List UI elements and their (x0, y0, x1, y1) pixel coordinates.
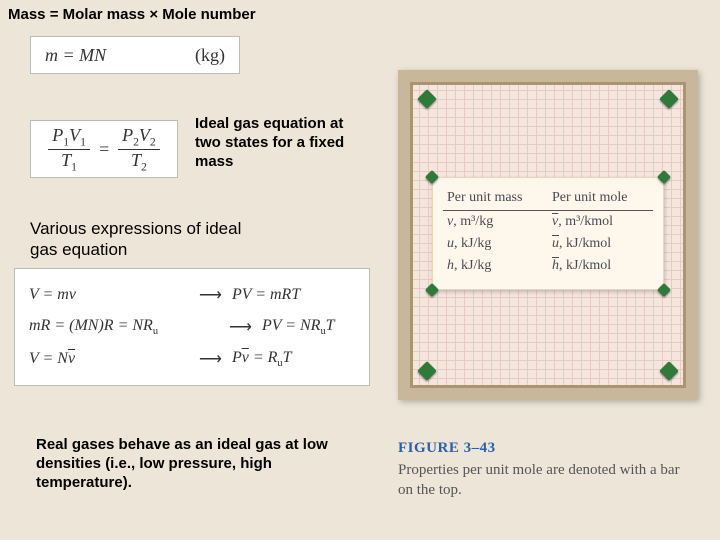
figure-note: Per unit mass Per unit mole v, m³/kg v, … (432, 177, 664, 290)
figure-caption: Properties per unit mole are denoted wit… (398, 461, 698, 500)
note-header-mole: Per unit mole (548, 188, 653, 211)
equation-mass-formula: m = MN (45, 45, 106, 66)
note-cell: u, kJ/kmol (548, 233, 653, 255)
pin-icon (659, 89, 679, 109)
annotation-two-states: Ideal gas equation at two states for a f… (195, 115, 345, 171)
pin-icon (657, 170, 671, 184)
pin-icon (417, 89, 437, 109)
pin-icon (425, 283, 439, 297)
note-cell: v, m³/kg (443, 211, 548, 234)
note-header-mass: Per unit mass (443, 188, 548, 211)
page-title: Mass = Molar mass × Mole number (8, 6, 256, 23)
equation-various-box: V = mv ⟶ PV = mRT mR = (MN)R = NRu ⟶ PV … (14, 268, 370, 386)
note-table: Per unit mass Per unit mole v, m³/kg v, … (443, 188, 653, 277)
equation-mass-unit: (kg) (195, 45, 225, 66)
note-cell: v, m³/kmol (548, 211, 653, 234)
equation-two-states: P1V1 T1 = P2V2 T2 (30, 120, 178, 178)
heading-various: Various expressions of ideal gas equatio… (30, 218, 250, 261)
figure-label-block: FIGURE 3–43 Properties per unit mole are… (398, 440, 698, 500)
note-cell: u, kJ/kg (443, 233, 548, 255)
note-cell: h, kJ/kg (443, 255, 548, 277)
figure-panel: Per unit mass Per unit mole v, m³/kg v, … (398, 70, 698, 400)
eq-row-3: V = Nv ⟶ Pv = RuT (29, 343, 355, 375)
footnote-real-gases: Real gases behave as an ideal gas at low… (36, 436, 356, 492)
eq-row-2: mR = (MN)R = NRu ⟶ PV = NRuT (29, 311, 355, 343)
pin-icon (425, 170, 439, 184)
figure-number: FIGURE 3–43 (398, 440, 698, 457)
pin-icon (417, 361, 437, 381)
pin-icon (657, 283, 671, 297)
pin-icon (659, 361, 679, 381)
equation-mass: m = MN (kg) (30, 36, 240, 74)
note-cell: h, kJ/kmol (548, 255, 653, 277)
eq-row-1: V = mv ⟶ PV = mRT (29, 279, 355, 311)
